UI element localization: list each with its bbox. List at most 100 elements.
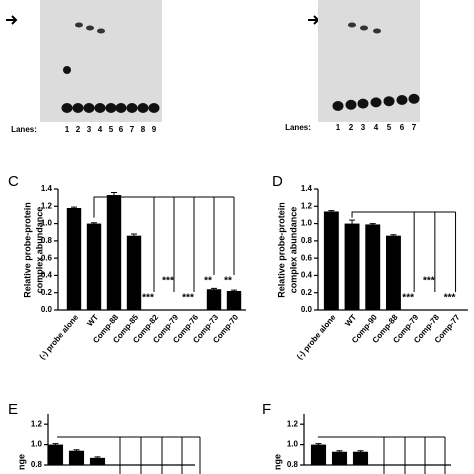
significance: ***	[162, 276, 174, 287]
y-tick-label: 0.6	[41, 253, 53, 262]
significance: ***	[444, 293, 456, 304]
gel-band	[72, 103, 84, 113]
significance: **	[224, 276, 232, 287]
gel-band	[63, 66, 71, 74]
error-bar	[357, 450, 364, 453]
comparison-bracket	[57, 436, 201, 474]
error-bar	[315, 443, 322, 446]
bar	[47, 444, 64, 465]
error-bar	[369, 223, 376, 226]
significance: ***	[402, 293, 414, 304]
significance: ***	[423, 276, 435, 287]
panel-letter: C	[8, 173, 19, 190]
comparison-bracket	[93, 196, 235, 292]
y-tick-label: 0.8	[31, 460, 43, 469]
gel-band	[408, 93, 420, 104]
error-bar	[328, 210, 335, 213]
bar	[385, 235, 401, 310]
error-bar	[71, 206, 77, 209]
bar	[352, 451, 369, 465]
y-tick-label: 1.0	[301, 219, 313, 228]
significance: ***	[142, 293, 154, 304]
x-tick-label: (-) probe alone	[38, 312, 81, 361]
bar	[344, 223, 360, 310]
y-tick-label: 0.2	[41, 288, 53, 297]
gel-band	[86, 25, 94, 31]
lane-number: 5	[109, 125, 114, 134]
lane-number: 1	[336, 123, 341, 132]
lane-number: 4	[98, 125, 103, 134]
lane-number: 4	[374, 123, 379, 132]
lane-number: 6	[400, 123, 405, 132]
y-tick-label: 0.8	[41, 236, 53, 245]
gel-band	[75, 22, 83, 28]
panel-letter: E	[8, 401, 18, 418]
error-bar	[73, 449, 80, 452]
lane-number: 1	[65, 125, 70, 134]
significance: **	[204, 276, 212, 287]
error-bar	[211, 287, 217, 291]
gel-band	[348, 22, 356, 28]
lane-number: 9	[152, 125, 157, 134]
gel-band	[396, 95, 408, 105]
lanes-label: Lanes:	[285, 123, 311, 132]
bar	[86, 223, 102, 310]
gel-band	[383, 96, 395, 107]
gel-band	[97, 28, 105, 34]
y-axis-label: complex abundance	[34, 207, 44, 294]
y-tick-label: 0.8	[301, 236, 313, 245]
y-tick-label: 1.2	[31, 419, 43, 428]
gel-band	[94, 103, 106, 113]
bar	[66, 208, 82, 310]
y-axis-label: complex abundance	[288, 207, 298, 294]
lane-number: 3	[361, 123, 366, 132]
gel-band	[105, 103, 117, 113]
y-tick-label: 1.4	[41, 184, 53, 193]
y-tick-label: 0.8	[287, 460, 299, 469]
bar	[323, 211, 339, 310]
bar	[68, 450, 85, 465]
bar	[89, 457, 106, 465]
gel-band	[360, 25, 368, 31]
gel-band	[115, 103, 127, 113]
y-tick-label: 1.0	[31, 440, 43, 449]
error-bar	[349, 219, 356, 228]
y-tick-label: 1.2	[41, 201, 53, 210]
lane-number: 6	[119, 125, 124, 134]
y-tick-label: 0.4	[301, 271, 313, 280]
bar	[365, 224, 381, 310]
lane-number: 7	[130, 125, 135, 134]
error-bar	[91, 222, 97, 225]
y-tick-label: 0.0	[301, 305, 313, 314]
lane-number: 5	[387, 123, 392, 132]
bar	[310, 444, 327, 465]
lane-number: 2	[349, 123, 354, 132]
bar	[206, 289, 222, 310]
y-tick-label: 1.2	[287, 419, 299, 428]
error-bar	[390, 234, 397, 237]
y-tick-label: 1.0	[287, 440, 299, 449]
x-tick-label: WT	[343, 313, 358, 328]
y-tick-label: 1.4	[301, 184, 313, 193]
significance: ***	[182, 293, 194, 304]
x-tick-label: (-) probe alone	[295, 312, 338, 361]
y-axis-label: nge	[272, 454, 282, 470]
bar	[331, 451, 348, 465]
gel-band	[345, 99, 357, 110]
error-bar	[131, 233, 137, 238]
gel-band	[83, 103, 95, 113]
y-axis-label: nge	[16, 454, 26, 470]
lane-number: 2	[76, 125, 81, 134]
bar	[126, 235, 142, 310]
panel-letter: D	[272, 173, 283, 190]
error-bar	[231, 289, 237, 292]
gel-band	[137, 103, 149, 113]
comparison-bracket	[318, 436, 446, 474]
arrow	[6, 15, 18, 25]
y-tick-label: 0.0	[41, 305, 53, 314]
arrow	[308, 15, 320, 25]
lane-number: 8	[141, 125, 146, 134]
bar	[106, 195, 122, 310]
